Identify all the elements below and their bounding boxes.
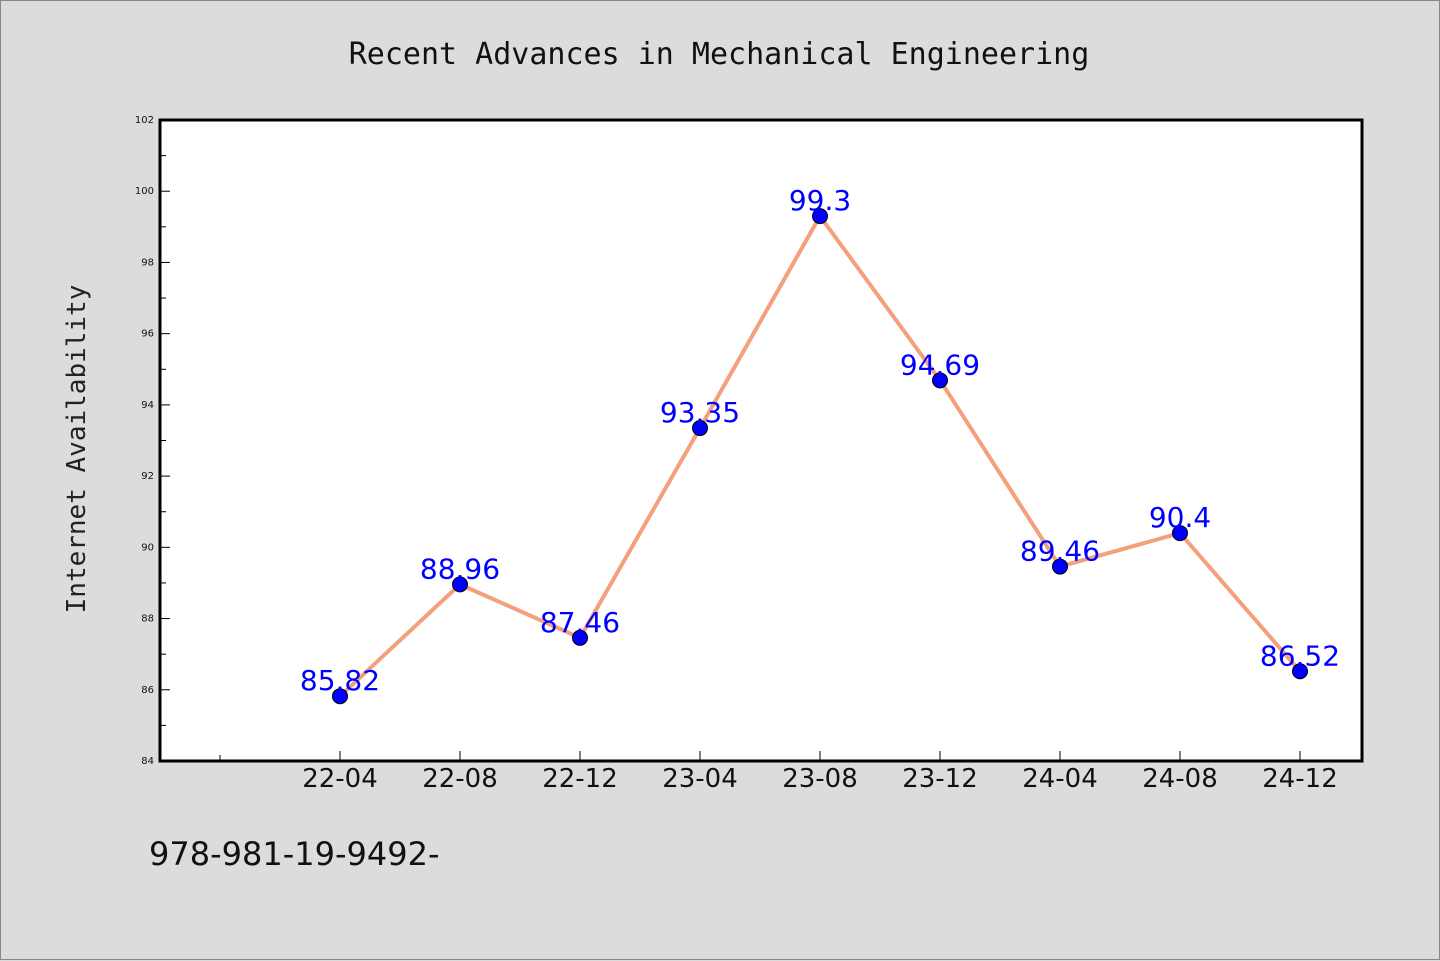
data-point: [932, 372, 948, 389]
x-tick-label: 23-08: [782, 764, 858, 794]
y-tick-label: 96: [141, 329, 154, 340]
y-tick-label: 86: [141, 685, 154, 696]
y-tick-label: 92: [141, 471, 154, 482]
data-markers: [332, 208, 1308, 705]
y-axis-label: Internet Availability: [62, 285, 92, 614]
plot-border: [158, 118, 1364, 763]
y-tick-label: 88: [141, 614, 154, 625]
data-label: 93.35: [660, 396, 740, 429]
data-point: [332, 688, 348, 705]
y-axis: 84 86 88 90 92 94 96 98 100 102: [135, 115, 170, 767]
x-tick-label: 24-12: [1262, 764, 1338, 794]
data-point: [1292, 663, 1308, 680]
footer-isbn: 978-981-19-9492-: [149, 835, 440, 873]
x-tick-label: 22-04: [302, 764, 378, 794]
x-tick-label: 22-12: [542, 764, 618, 794]
data-point: [692, 420, 708, 437]
plot-area: [160, 120, 1362, 761]
chart-title: Recent Advances in Mechanical Engineerin…: [349, 37, 1090, 72]
data-label: 86.52: [1260, 639, 1340, 672]
data-point: [572, 629, 588, 646]
x-tick-label: 24-04: [1022, 764, 1098, 794]
data-point: [812, 208, 828, 225]
data-label: 85.82: [300, 664, 380, 697]
x-tick-label: 22-08: [422, 764, 498, 794]
data-label: 87.46: [540, 606, 620, 639]
data-label: 89.46: [1020, 535, 1100, 568]
data-label: 88.96: [420, 552, 500, 585]
y-tick-label: 94: [141, 400, 154, 411]
data-label: 94.69: [900, 348, 980, 381]
data-point: [452, 576, 468, 593]
x-tick-label: 24-08: [1142, 764, 1218, 794]
x-tick-label: 23-04: [662, 764, 738, 794]
x-axis: 22-04 22-08 22-12 23-04 23-08 23-12 24-04 24-08…: [219, 751, 1338, 794]
x-tick-label: 23-12: [902, 764, 978, 794]
y-tick-label: 100: [135, 186, 154, 197]
y-tick-label: 98: [141, 257, 154, 268]
data-label: 99.3: [789, 184, 851, 217]
data-labels: 85.82 88.96 87.46 93.35 99.3 94.69 89.46 90.4 86…: [300, 184, 1340, 697]
y-tick-label: 102: [135, 115, 154, 126]
y-tick-label: 84: [141, 756, 154, 767]
data-point: [1052, 558, 1068, 575]
data-point: [1172, 525, 1188, 542]
y-tick-label: 90: [141, 542, 154, 553]
data-label: 90.4: [1149, 501, 1211, 534]
